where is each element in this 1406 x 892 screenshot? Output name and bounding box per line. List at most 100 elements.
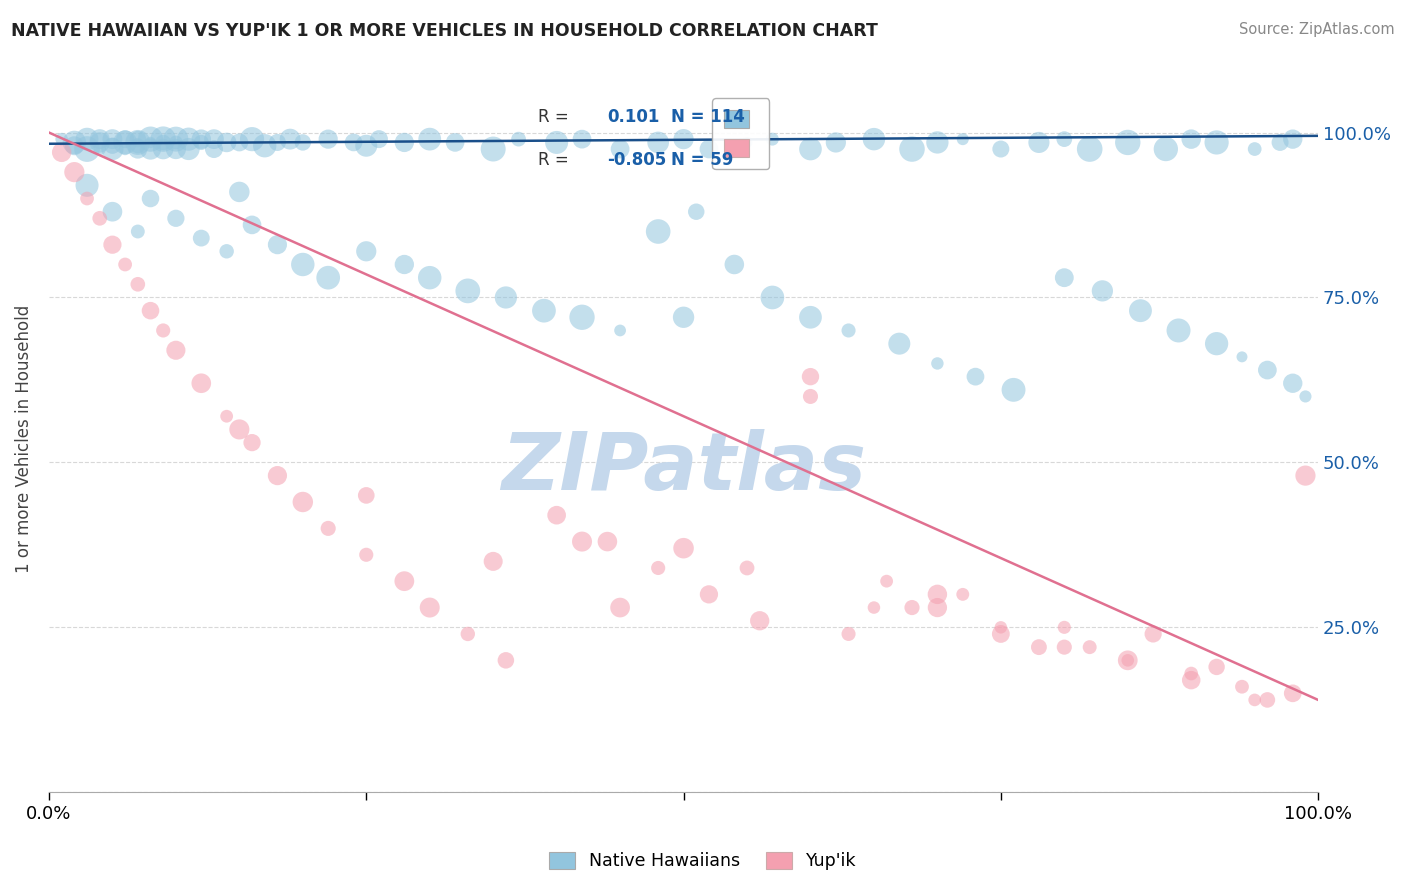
Point	[748, 614, 770, 628]
Point	[316, 270, 339, 285]
Point	[89, 142, 111, 156]
Point	[228, 185, 250, 199]
Point	[609, 142, 631, 156]
Point	[571, 132, 593, 146]
Point	[546, 508, 568, 523]
Point	[152, 142, 174, 156]
Point	[139, 142, 162, 156]
Point	[215, 409, 238, 424]
Text: R =: R =	[537, 152, 568, 169]
Point	[114, 258, 136, 272]
Point	[419, 132, 441, 146]
Point	[368, 132, 391, 146]
Point	[1142, 627, 1164, 641]
Point	[1180, 132, 1202, 146]
Point	[63, 138, 86, 153]
Point	[889, 336, 911, 351]
Point	[177, 132, 200, 146]
Point	[927, 356, 949, 370]
Point	[1243, 142, 1265, 156]
Point	[63, 136, 86, 150]
Point	[165, 343, 187, 358]
Point	[1294, 389, 1316, 403]
Point	[927, 136, 949, 150]
Point	[89, 136, 111, 150]
Point	[215, 244, 238, 259]
Text: ZIPatlas: ZIPatlas	[501, 428, 866, 507]
Point	[1281, 132, 1303, 146]
Point	[1205, 336, 1227, 351]
Point	[152, 136, 174, 150]
Point	[1205, 136, 1227, 150]
Point	[1230, 350, 1253, 364]
Point	[114, 136, 136, 150]
Point	[799, 142, 821, 156]
Point	[1116, 136, 1139, 150]
Point	[1180, 673, 1202, 687]
Point	[571, 310, 593, 325]
Point	[965, 369, 987, 384]
Point	[457, 284, 479, 298]
Point	[316, 132, 339, 146]
Point	[1053, 640, 1076, 654]
Point	[114, 132, 136, 146]
Point	[291, 136, 314, 150]
Point	[89, 211, 111, 226]
Point	[672, 541, 695, 556]
Point	[127, 136, 149, 150]
Point	[419, 270, 441, 285]
Text: -0.805: -0.805	[607, 152, 666, 169]
Point	[240, 132, 263, 146]
Text: Source: ZipAtlas.com: Source: ZipAtlas.com	[1239, 22, 1395, 37]
Point	[419, 600, 441, 615]
Point	[190, 132, 212, 146]
Point	[127, 225, 149, 239]
Point	[1078, 142, 1101, 156]
Point	[444, 136, 467, 150]
Point	[609, 600, 631, 615]
Point	[735, 561, 758, 575]
Text: N = 59: N = 59	[671, 152, 734, 169]
Point	[394, 136, 416, 150]
Point	[76, 142, 98, 156]
Point	[876, 574, 898, 589]
Point	[735, 136, 758, 150]
Point	[1053, 132, 1076, 146]
Point	[863, 132, 886, 146]
Point	[723, 258, 745, 272]
Point	[240, 218, 263, 232]
Point	[672, 310, 695, 325]
Point	[838, 323, 860, 337]
Point	[394, 574, 416, 589]
Point	[114, 142, 136, 156]
Point	[127, 277, 149, 292]
Point	[952, 587, 974, 601]
Point	[291, 258, 314, 272]
Point	[51, 145, 73, 160]
Point	[316, 521, 339, 535]
Point	[291, 495, 314, 509]
Point	[647, 561, 669, 575]
Point	[697, 142, 720, 156]
Point	[533, 303, 555, 318]
Point	[1281, 376, 1303, 391]
Text: R =: R =	[537, 108, 568, 126]
Point	[761, 290, 783, 304]
Point	[240, 435, 263, 450]
Point	[1028, 136, 1050, 150]
Point	[990, 627, 1012, 641]
Point	[139, 192, 162, 206]
Point	[101, 237, 124, 252]
Point	[863, 600, 886, 615]
Point	[51, 132, 73, 146]
Point	[127, 138, 149, 153]
Point	[927, 587, 949, 601]
Point	[672, 132, 695, 146]
Point	[1091, 284, 1114, 298]
Point	[838, 627, 860, 641]
Point	[457, 627, 479, 641]
Point	[165, 142, 187, 156]
Point	[697, 587, 720, 601]
Point	[824, 136, 846, 150]
Point	[1116, 653, 1139, 667]
